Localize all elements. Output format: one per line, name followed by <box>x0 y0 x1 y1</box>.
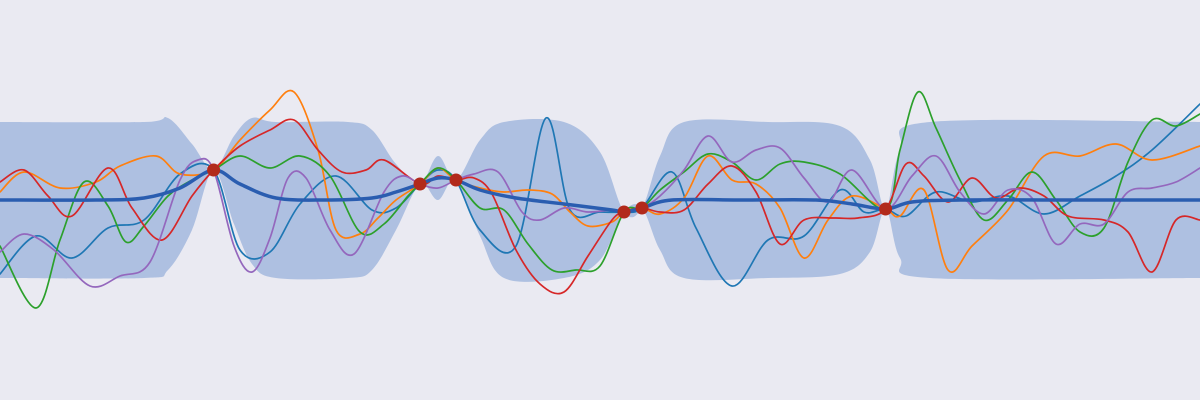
observation-point-5 <box>635 201 649 215</box>
confidence-band <box>0 116 1200 282</box>
observation-points-layer <box>207 163 893 219</box>
observation-point-1 <box>207 163 221 177</box>
observation-point-4 <box>617 205 631 219</box>
confidence-band-layer <box>0 116 1200 282</box>
observation-point-2 <box>413 177 427 191</box>
sample-line-4 <box>0 118 1200 295</box>
observation-point-6 <box>879 202 893 216</box>
sample-series-layer <box>0 89 1200 309</box>
sample-line-5 <box>0 135 1200 288</box>
observation-point-3 <box>449 173 463 187</box>
sample-line-2 <box>0 89 1200 273</box>
